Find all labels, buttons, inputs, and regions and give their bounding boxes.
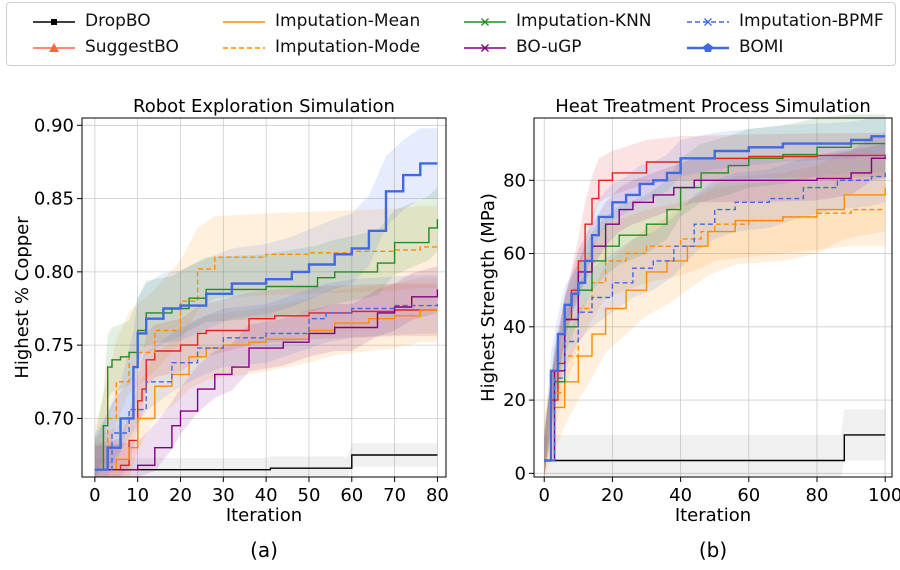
figure-caption: (a) [250,538,278,562]
y-axis-label: Highest Strength (MPa) [478,193,499,402]
series-line [544,142,886,462]
legend-label: SuggestBO [85,37,179,57]
legend-label: BO-uGP [516,37,582,57]
series-band [544,143,886,477]
series-line [94,219,439,471]
legend-label: BOMI [739,37,784,57]
series-band [94,283,438,477]
legend-swatch [464,18,506,26]
y-tick-label: 0.80 [34,262,74,283]
y-tick-label: 40 [503,317,526,338]
x-axis-label: Iteration [675,505,751,526]
x-tick-label: 100 [868,485,900,506]
x-tick-label: 30 [212,485,235,506]
legend-label: Imputation-BPMF [739,11,884,31]
y-tick-label: 0 [515,463,526,484]
legend-swatch [33,43,75,52]
legend-swatch [687,18,729,26]
series-band [94,205,438,477]
chart-title: Heat Treatment Process Simulation [555,96,871,117]
y-axis-label: Highest % Copper [12,216,33,379]
series-line [544,434,886,462]
series-line [544,135,886,462]
x-tick-label: 60 [340,485,363,506]
series-band [94,128,438,478]
series-band [544,172,886,477]
series-line [544,208,886,462]
series-line [94,162,438,471]
legend-marker [704,18,712,26]
x-tick-label: 20 [601,485,624,506]
series-band [544,114,886,478]
series-band [544,134,886,477]
y-tick-label: 0.85 [34,189,74,210]
x-tick-label: 10 [126,485,149,506]
x-tick-label: 0 [539,485,550,506]
legend-swatch [223,47,265,49]
x-tick-label: 70 [383,485,406,506]
y-tick-label: 60 [503,244,526,265]
chart-robot-exploration: 0 10 20 30 40 50 60 70 80 0.70 0.75 0.80 0.85 0.90 Rob… [12,96,449,562]
plot-frame [81,117,447,478]
x-tick-label: 40 [255,485,278,506]
series-band [94,443,438,477]
legend-label: DropBO [85,11,151,31]
chart-heat-treatment: 0 20 40 60 80 100 0 20 40 60 80 Heat Treatment Proc… [478,96,900,562]
x-tick-label: 80 [806,485,829,506]
chart-title: Robot Exploration Simulation [133,96,395,117]
legend-label: Imputation-Mode [275,37,421,57]
series-band [94,274,438,477]
x-tick-label: 50 [298,485,321,506]
x-tick-label: 80 [426,485,449,506]
series-line [94,309,438,471]
y-tick-label: 0.90 [34,115,74,136]
x-tick-label: 20 [169,485,192,506]
series-band [544,132,886,477]
x-tick-label: 60 [737,485,760,506]
legend-marker [703,43,713,52]
series-band [94,186,438,477]
figure-caption: (b) [699,538,727,562]
legend-label: Imputation-KNN [516,11,652,31]
series-line [94,304,439,471]
plot-frame [533,117,893,478]
legend-label: Imputation-Mean [275,11,421,31]
series-line [544,156,886,462]
series-line [544,172,886,462]
legend-marker [49,43,59,52]
legend-marker [481,18,489,26]
series-band [544,409,886,477]
y-tick-label: 0.75 [34,335,74,356]
legend-marker [51,19,57,25]
legend-swatch [464,44,506,52]
chart-legend: DropBO SuggestBO Imputation-Mean Imputation… [6,2,896,66]
series-line [94,289,439,471]
series-band [544,118,886,477]
legend-marker [481,44,489,52]
legend-swatch [687,43,729,52]
x-tick-label: 0 [89,485,100,506]
series-line [94,454,438,471]
y-tick-label: 80 [503,170,526,191]
legend-swatch [33,19,75,25]
y-tick-label: 0.70 [34,408,74,429]
y-tick-label: 20 [503,390,526,411]
series-line [94,246,438,471]
x-axis-label: Iteration [226,505,302,526]
x-tick-label: 40 [669,485,692,506]
legend-swatch [223,21,265,23]
